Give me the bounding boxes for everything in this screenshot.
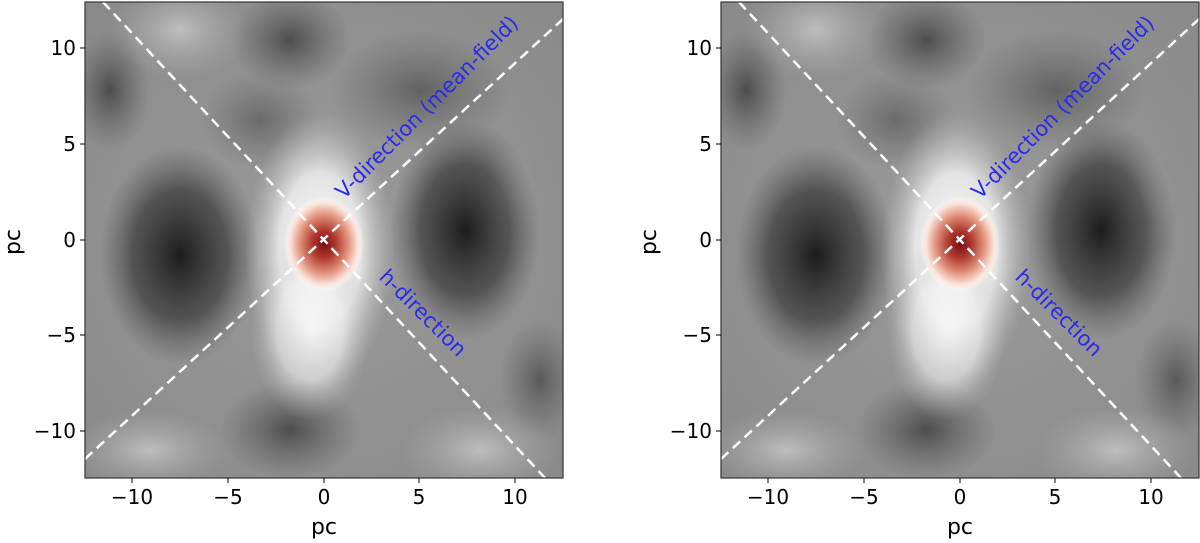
x-tick-label: 10 [1138, 485, 1163, 509]
y-tick-label: 0 [699, 228, 712, 252]
y-tick-label: −5 [47, 323, 76, 347]
y-axis: 10 5 0 −5 −10 pc [1, 36, 85, 443]
x-tick-label: −5 [849, 485, 878, 509]
x-axis-label: pc [311, 515, 337, 540]
x-tick-label: 0 [318, 485, 331, 509]
h-direction-line [738, 2, 1182, 478]
y-tick-label: 10 [51, 36, 76, 60]
heatmap-image [85, 2, 563, 478]
left-panel: V-direction (mean-field) h-direction 10 … [1, 1, 564, 540]
h-direction-line [102, 2, 546, 478]
right-panel: V-direction (mean-field) h-direction 10 … [636, 0, 1200, 543]
y-tick-label: 0 [63, 228, 76, 252]
x-tick-label: −10 [747, 485, 789, 509]
y-tick-label: −10 [34, 419, 76, 443]
x-tick-label: 5 [1049, 485, 1062, 509]
x-axis: −10 −5 0 5 10 pc [111, 478, 528, 540]
y-tick-label: 5 [699, 132, 712, 156]
x-tick-label: 5 [413, 485, 426, 509]
x-tick-label: −5 [213, 485, 242, 509]
x-tick-label: 10 [502, 485, 527, 509]
y-axis-label: pc [1, 229, 26, 255]
y-axis-label: pc [637, 229, 662, 255]
x-axis: −10 −5 0 5 10 pc [747, 478, 1164, 540]
x-tick-label: 0 [954, 485, 967, 509]
y-tick-label: −10 [670, 419, 712, 443]
y-tick-label: −5 [683, 323, 712, 347]
left-heatmap-chart: V-direction (mean-field) h-direction 10 … [1, 1, 564, 540]
y-axis: 10 5 0 −5 −10 pc [637, 36, 721, 443]
y-tick-label: 5 [63, 132, 76, 156]
heatmap-image [721, 2, 1199, 478]
x-axis-label: pc [947, 515, 973, 540]
right-heatmap-chart: V-direction (mean-field) h-direction 10 … [637, 1, 1200, 540]
y-tick-label: 10 [687, 36, 712, 60]
x-tick-label: −10 [111, 485, 153, 509]
